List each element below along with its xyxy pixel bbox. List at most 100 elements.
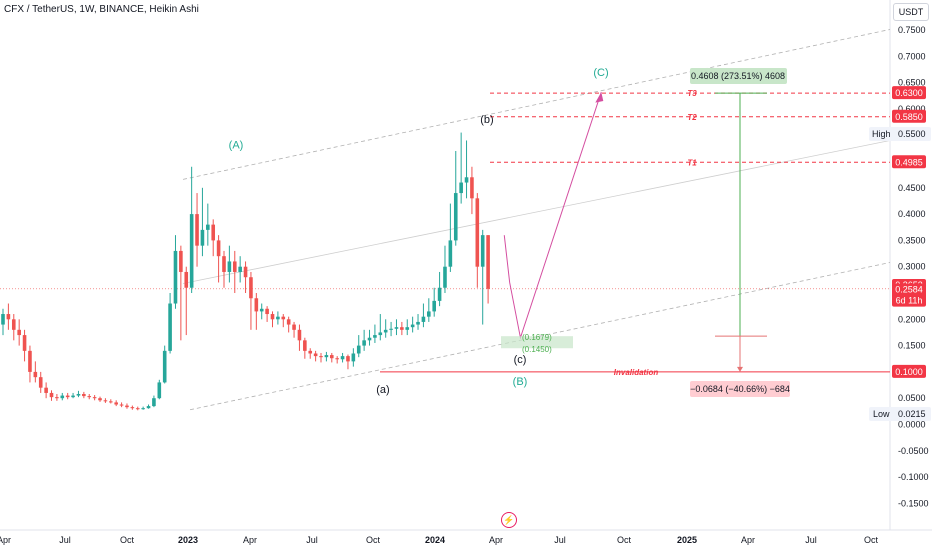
zone-lower-label: (0.1450) (522, 345, 552, 354)
candle-body (448, 240, 453, 267)
candle-body (179, 250, 183, 272)
channel-line (182, 29, 891, 180)
candle-body (464, 177, 469, 183)
target-caption-t2: T2 (687, 113, 697, 122)
target-caption-t3: T3 (687, 89, 697, 98)
candle-body (427, 311, 431, 317)
candle-body (65, 395, 70, 398)
y-tick-label: -0.1500 (898, 498, 929, 508)
candle-body (432, 300, 436, 312)
candle-body (119, 404, 124, 406)
target-price-tag-text: 0.4985 (895, 157, 923, 167)
candle-body (11, 319, 16, 330)
target-price-tag-text: 0.1000 (895, 367, 923, 377)
candle-body (475, 198, 480, 267)
candle-body (356, 345, 361, 354)
y-tick-label: 0.0000 (898, 420, 926, 430)
x-tick-label: 2025 (677, 535, 697, 545)
candle-body (114, 402, 118, 405)
candle-body (405, 327, 410, 330)
candle-body (200, 229, 205, 246)
target-caption-invalidation: Invalidation (614, 368, 659, 377)
candle-body (410, 324, 415, 328)
candle-body (195, 214, 199, 246)
candle-body (206, 224, 210, 230)
candle-body (189, 214, 194, 288)
candle-body (55, 397, 59, 399)
y-tick-label: 0.7500 (898, 25, 926, 35)
y-tick-label: 0.0500 (898, 393, 926, 403)
x-tick-label: Jul (59, 535, 71, 545)
target-price-tag-text: 0.6300 (895, 88, 923, 98)
target-zone-box (501, 336, 573, 349)
candle-body (49, 392, 54, 398)
candle-body (308, 350, 313, 354)
candle-body (168, 303, 172, 351)
candle-body (211, 224, 216, 241)
candle-body (146, 406, 151, 409)
channel-line (189, 262, 891, 411)
x-tick-label: Jul (306, 535, 318, 545)
candle-body (303, 340, 307, 351)
candle-body (162, 350, 167, 383)
candle-body (152, 398, 156, 407)
candle-body (71, 395, 75, 398)
x-tick-label: Jul (805, 535, 817, 545)
candle-body (232, 261, 237, 272)
low-caption: Low (873, 409, 890, 419)
channel-line (182, 140, 891, 284)
target-price-tag (892, 155, 926, 169)
y-tick-label: 0.3500 (898, 235, 926, 245)
candle-body (459, 182, 463, 194)
last-price-tag (892, 283, 926, 307)
candle-body (313, 353, 318, 357)
wave-label: (c) (514, 354, 527, 366)
high-caption: High (872, 129, 891, 139)
x-tick-label: Oct (617, 535, 632, 545)
high-value: 0.5500 (898, 129, 926, 139)
candle-body (389, 328, 393, 330)
y-tick-label: 0.6000 (898, 104, 926, 114)
high-tag (869, 127, 931, 141)
target-price-tag (892, 364, 926, 378)
candle-body (286, 319, 291, 325)
candle-body (103, 400, 108, 402)
y-tick-label: 0.4500 (898, 183, 926, 193)
candle-body (98, 398, 102, 401)
candle-body (184, 271, 189, 288)
countdown-value: 6d 11h (896, 296, 923, 306)
candle-body (249, 277, 253, 299)
target-price-tag (892, 109, 926, 123)
projection-arrow-head (595, 92, 604, 103)
candle-body (17, 329, 21, 336)
candle-body (1, 314, 5, 325)
tradingview-logo-icon[interactable]: ⚡ (501, 512, 517, 528)
currency-button[interactable]: USDT (893, 3, 929, 21)
candle-body (82, 393, 86, 397)
low-value: 0.0215 (898, 409, 926, 419)
candle-body (130, 407, 135, 409)
x-tick-label: Oct (120, 535, 135, 545)
candle-body (329, 355, 334, 359)
y-tick-label: 0.4000 (898, 209, 926, 219)
candle-body (437, 287, 442, 301)
candle-body (28, 350, 32, 372)
measure-down-label: −0.0684 (−40.66%) −684 (690, 384, 790, 394)
candle-body (480, 235, 485, 267)
candle-body (340, 356, 345, 360)
candle-body (60, 395, 65, 399)
candle-body (76, 393, 81, 396)
candle-body (157, 382, 162, 399)
x-tick-label: 2023 (178, 535, 198, 545)
y-tick-label: 0.3000 (898, 262, 926, 272)
candle-body (33, 371, 38, 378)
candle-body (335, 358, 339, 360)
measure-up-box (690, 68, 787, 84)
candle-body (135, 408, 140, 410)
candle-body (383, 329, 388, 333)
candle-body (400, 327, 404, 330)
candle-body (394, 327, 399, 329)
measure-down-arrow (737, 366, 743, 372)
